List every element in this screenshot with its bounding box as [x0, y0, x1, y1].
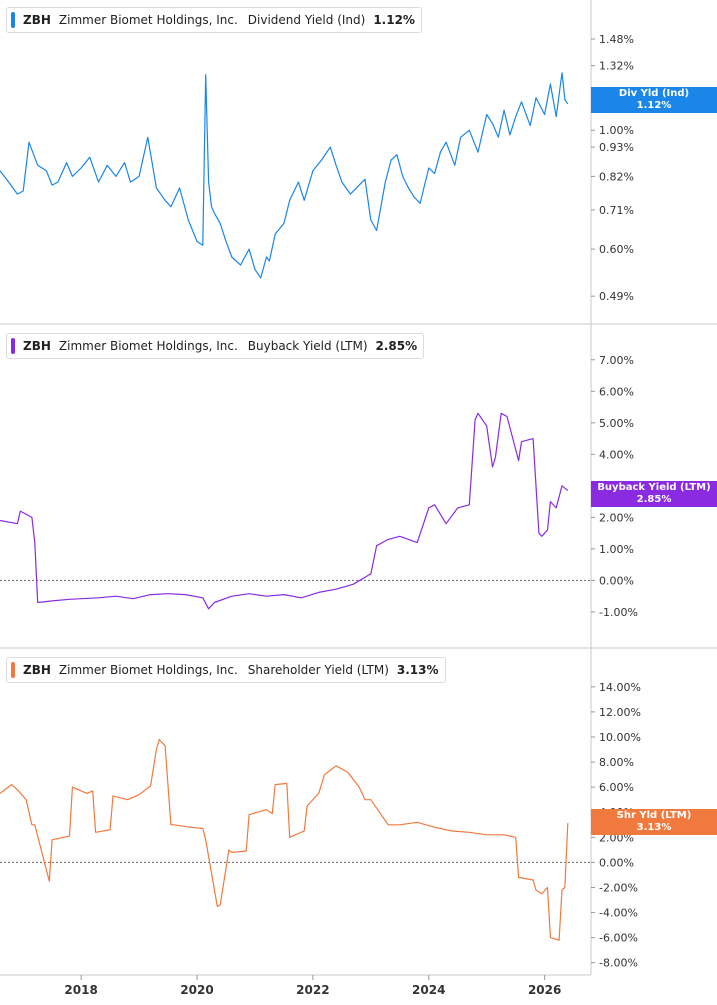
- y-tick-label: 2.00%: [599, 511, 634, 524]
- legend-swatch: [11, 12, 15, 28]
- y-tick-label: -1.00%: [599, 606, 638, 619]
- flag-label: Buyback Yield (LTM): [597, 482, 711, 493]
- legend-dividend-yield: ZBH Zimmer Biomet Holdings, Inc. Dividen…: [6, 7, 422, 33]
- legend-ticker: ZBH: [23, 663, 51, 677]
- flag-value: 2.85%: [636, 494, 672, 505]
- flag-shareholder-yield: Shr Yld (LTM) 3.13%: [591, 809, 717, 835]
- y-tick-label: -8.00%: [599, 957, 638, 970]
- flag-dividend-yield: Div Yld (Ind) 1.12%: [591, 87, 717, 113]
- y-tick-label: -2.00%: [599, 881, 638, 894]
- flag-label: Div Yld (Ind): [618, 88, 690, 99]
- y-tick-label: 0.93%: [599, 141, 634, 154]
- y-tick-label: 0.49%: [599, 290, 634, 303]
- y-tick-label: 10.00%: [599, 731, 641, 744]
- legend-metric: Dividend Yield (Ind): [247, 13, 366, 27]
- legend-value: 2.85%: [375, 339, 418, 353]
- series-line: [0, 412, 569, 610]
- legend-swatch: [11, 662, 15, 678]
- y-tick-label: 1.00%: [599, 543, 634, 556]
- y-tick-label: 1.00%: [599, 124, 634, 137]
- flag-label: Shr Yld (LTM): [616, 810, 692, 821]
- y-tick-label: 4.00%: [599, 448, 634, 461]
- y-tick-label: 0.82%: [599, 170, 634, 183]
- flag-buyback-yield: Buyback Yield (LTM) 2.85%: [591, 481, 717, 507]
- legend-buyback-yield: ZBH Zimmer Biomet Holdings, Inc. Buyback…: [6, 333, 425, 359]
- flag-value: 1.12%: [636, 100, 672, 111]
- y-tick-label: 6.00%: [599, 781, 634, 794]
- x-tick-label: 2026: [528, 983, 561, 997]
- y-tick-label: 6.00%: [599, 385, 634, 398]
- legend-swatch: [11, 338, 15, 354]
- y-tick-label: 7.00%: [599, 354, 634, 367]
- x-tick-label: 2024: [412, 983, 445, 997]
- y-tick-label: 12.00%: [599, 706, 641, 719]
- x-tick-label: 2020: [180, 983, 213, 997]
- y-tick-label: 14.00%: [599, 681, 641, 694]
- series-line: [0, 72, 569, 279]
- legend-company: Zimmer Biomet Holdings, Inc.: [58, 339, 238, 353]
- legend-shareholder-yield: ZBH Zimmer Biomet Holdings, Inc. Shareho…: [6, 657, 446, 683]
- series-line: [0, 738, 569, 941]
- y-tick-label: 0.00%: [599, 856, 634, 869]
- legend-value: 1.12%: [373, 13, 415, 27]
- y-tick-label: 8.00%: [599, 756, 634, 769]
- x-tick-label: 2018: [64, 983, 97, 997]
- legend-ticker: ZBH: [23, 13, 51, 27]
- legend-metric: Buyback Yield (LTM): [247, 339, 368, 353]
- legend-company: Zimmer Biomet Holdings, Inc.: [58, 663, 238, 677]
- y-tick-label: -6.00%: [599, 932, 638, 945]
- x-tick-label: 2022: [296, 983, 329, 997]
- y-tick-label: 1.32%: [599, 60, 634, 73]
- y-tick-label: 5.00%: [599, 417, 634, 430]
- flag-value: 3.13%: [636, 822, 672, 833]
- legend-company: Zimmer Biomet Holdings, Inc.: [58, 13, 238, 27]
- y-tick-label: -4.00%: [599, 907, 638, 920]
- y-tick-label: 1.48%: [599, 33, 634, 46]
- legend-metric: Shareholder Yield (LTM): [247, 663, 389, 677]
- y-tick-label: 0.00%: [599, 574, 634, 587]
- y-tick-label: 0.60%: [599, 243, 634, 256]
- legend-ticker: ZBH: [23, 339, 51, 353]
- legend-value: 3.13%: [396, 663, 439, 677]
- y-tick-label: 0.71%: [599, 204, 634, 217]
